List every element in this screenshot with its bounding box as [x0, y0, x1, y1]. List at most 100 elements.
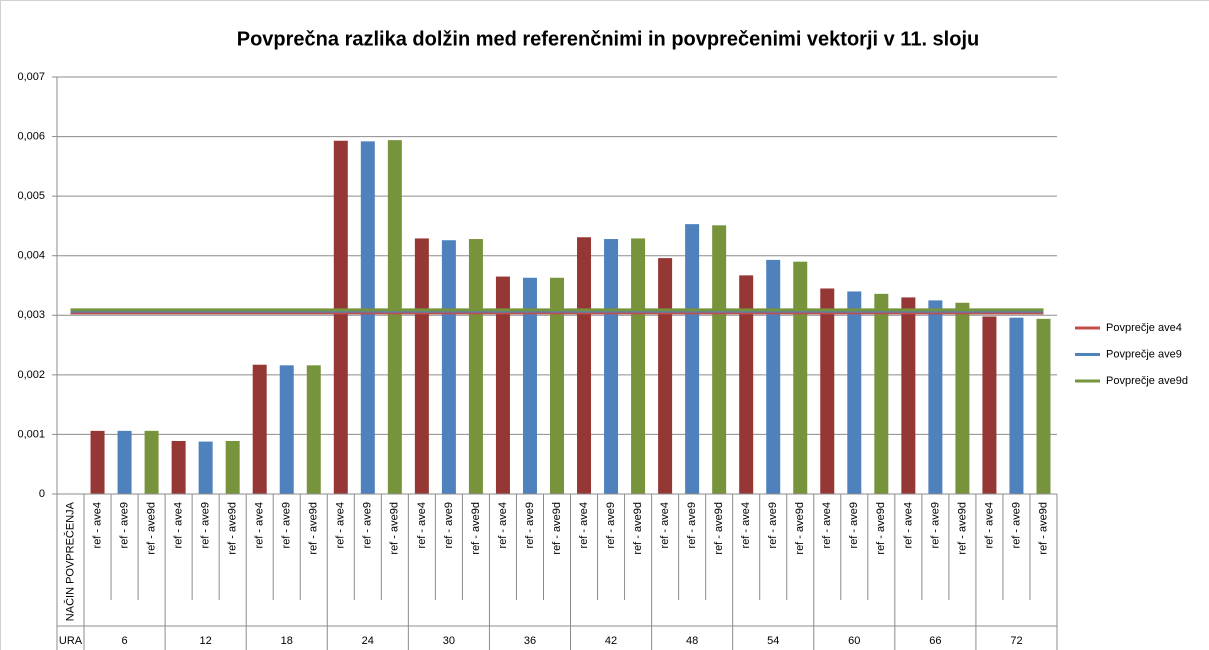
x-tick-label: ref - ave4 — [91, 502, 103, 548]
y-tick-label: 0,002 — [17, 369, 45, 381]
bar — [144, 430, 159, 494]
bar — [387, 140, 402, 494]
x-tick-label: ref - ave9d — [308, 502, 320, 555]
x-tick-label: ref - ave9d — [551, 502, 563, 555]
group-label: 54 — [767, 635, 779, 647]
y-tick-label: 0 — [39, 488, 45, 500]
bar — [874, 293, 889, 494]
bar — [955, 302, 970, 494]
bar — [306, 365, 321, 494]
x-tick-label: ref - ave9 — [686, 502, 698, 548]
bar — [414, 238, 429, 494]
bar — [468, 239, 483, 494]
group-label: 48 — [686, 635, 698, 647]
bar — [550, 277, 564, 494]
x-tick-label: ref - ave9 — [362, 502, 374, 548]
x-tick-label: ref - ave9 — [848, 502, 860, 548]
bar — [171, 440, 186, 494]
group-label: 72 — [1010, 635, 1022, 647]
x-tick-label: ref - ave9d — [1037, 502, 1049, 555]
bar — [658, 258, 673, 494]
bar — [739, 275, 754, 494]
bar — [522, 277, 537, 494]
x-tick-label: ref - ave9 — [443, 502, 455, 548]
bar — [712, 225, 727, 494]
bar — [847, 291, 862, 494]
x-tick-label: ref - ave9 — [281, 502, 293, 548]
group-label: 66 — [929, 635, 941, 647]
x-tick-label: ref - ave9 — [524, 502, 536, 548]
x-tick-label: ref - ave9d — [632, 502, 644, 555]
x-tick-label: ref - ave9d — [713, 502, 725, 555]
x-tick-label: ref - ave4 — [578, 502, 590, 548]
bar — [279, 365, 294, 494]
bar — [333, 140, 348, 494]
bar — [441, 240, 456, 494]
x-tick-label: ref - ave4 — [983, 502, 995, 548]
legend-label: Povprečje ave9 — [1106, 348, 1182, 360]
group-label: 18 — [281, 635, 293, 647]
y-tick-label: 0,006 — [17, 130, 45, 142]
group-label: 12 — [200, 635, 212, 647]
x-tick-label: ref - ave4 — [254, 502, 266, 548]
bar — [766, 259, 781, 494]
x-tick-label: ref - ave9d — [227, 502, 239, 555]
legend-label: Povprečje ave9d — [1106, 375, 1188, 387]
x-tick-label: ref - ave9 — [605, 502, 617, 548]
x-tick-label: NAČIN POVPREČENJA — [63, 501, 76, 621]
x-tick-label: ref - ave9d — [794, 502, 806, 555]
group-label: 42 — [605, 635, 617, 647]
bar — [252, 364, 267, 494]
group-label: URA — [59, 635, 83, 647]
bar — [117, 430, 132, 494]
y-tick-label: 0,007 — [17, 71, 45, 83]
bar — [577, 237, 592, 495]
group-label: 60 — [848, 635, 860, 647]
x-tick-label: ref - ave4 — [416, 502, 428, 548]
bar — [631, 238, 646, 494]
x-tick-label: ref - ave4 — [740, 502, 752, 548]
x-tick-label: ref - ave4 — [497, 502, 509, 548]
bar — [901, 297, 916, 494]
y-tick-label: 0,001 — [17, 428, 45, 440]
y-tick-label: 0,003 — [17, 309, 45, 321]
group-label: 30 — [443, 635, 455, 647]
x-tick-label: ref - ave4 — [335, 502, 347, 548]
x-tick-label: ref - ave9 — [1010, 502, 1022, 548]
bar — [685, 224, 700, 495]
y-tick-label: 0,004 — [17, 250, 45, 262]
bar — [820, 288, 835, 494]
x-tick-label: ref - ave9d — [470, 502, 482, 555]
bar — [982, 316, 997, 494]
x-tick-label: ref - ave9 — [767, 502, 779, 548]
x-tick-label: ref - ave4 — [659, 502, 671, 548]
bar — [225, 440, 240, 494]
group-label: 6 — [122, 635, 128, 647]
x-tick-label: ref - ave9d — [389, 502, 401, 555]
x-tick-label: ref - ave9d — [875, 502, 887, 555]
bar — [928, 300, 943, 494]
x-tick-label: ref - ave4 — [821, 502, 833, 548]
x-tick-label: ref - ave4 — [902, 502, 914, 548]
bar — [1009, 317, 1024, 494]
bar — [90, 430, 105, 494]
legend-label: Povprečje ave4 — [1106, 322, 1182, 334]
x-tick-label: ref - ave9d — [146, 502, 158, 555]
bar — [198, 441, 213, 494]
bar — [604, 239, 619, 494]
x-tick-label: ref - ave9 — [118, 502, 130, 548]
bar — [360, 141, 375, 494]
group-label: 36 — [524, 635, 536, 647]
x-tick-label: ref - ave9d — [956, 502, 968, 555]
x-tick-label: ref - ave4 — [173, 502, 185, 548]
bar — [495, 276, 510, 494]
chart-title: Povprečna razlika dolžin med referenčnim… — [237, 28, 979, 50]
group-label: 24 — [362, 635, 374, 647]
x-tick-label: ref - ave9 — [200, 502, 212, 548]
bar — [793, 261, 808, 494]
x-tick-label: ref - ave9 — [929, 502, 941, 548]
bar — [1036, 318, 1051, 494]
y-tick-label: 0,005 — [17, 190, 45, 202]
